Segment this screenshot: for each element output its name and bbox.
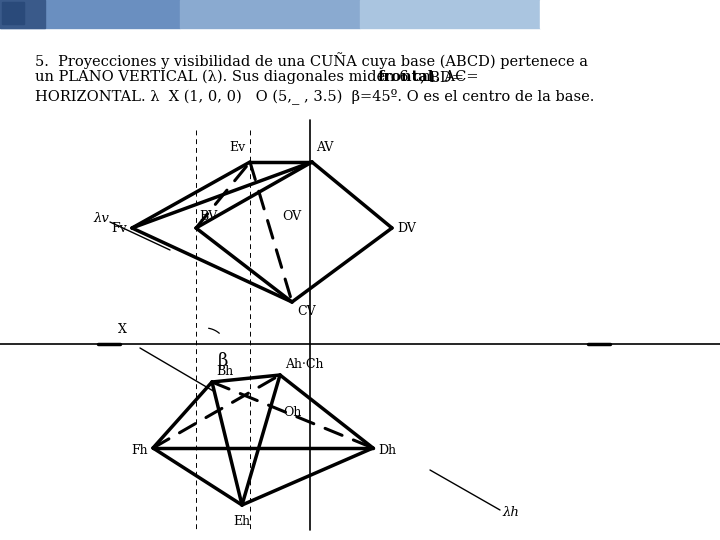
- Bar: [0, 0, 180, 28]
- Text: X: X: [118, 323, 127, 336]
- Text: DV: DV: [397, 221, 416, 234]
- Text: AV: AV: [316, 141, 333, 154]
- Text: β: β: [218, 352, 228, 370]
- Text: Ah·Ch: Ah·Ch: [285, 358, 323, 371]
- Text: 5.  Proyecciones y visibilidad de una CUÑA cuya base (ABCD) pertenece a: 5. Proyecciones y visibilidad de una CUÑ…: [35, 52, 588, 69]
- Text: BV: BV: [199, 210, 217, 223]
- Text: OV: OV: [282, 210, 301, 223]
- Text: Ev: Ev: [230, 141, 246, 154]
- Text: CV: CV: [297, 305, 315, 318]
- Bar: [360, 0, 540, 28]
- Bar: [540, 0, 720, 28]
- Bar: [0, 0, 45, 28]
- Text: Bh: Bh: [216, 365, 233, 378]
- Bar: [180, 0, 360, 28]
- Text: Fv: Fv: [112, 221, 127, 234]
- Text: HORIZONTAL. λ  X (1, 0, 0)   O (5,_ , 3.5)  β=45º. O es el centro de la base.: HORIZONTAL. λ X (1, 0, 0) O (5,_ , 3.5) …: [35, 88, 595, 104]
- Text: Eh: Eh: [233, 515, 251, 528]
- Text: , BD=: , BD=: [420, 70, 464, 84]
- Bar: [2, 2, 24, 24]
- Text: Oh: Oh: [283, 406, 302, 419]
- Text: λh: λh: [502, 505, 519, 518]
- Text: frontal: frontal: [378, 70, 434, 84]
- Text: λv: λv: [93, 212, 109, 225]
- Text: Fh: Fh: [131, 443, 148, 456]
- Text: un PLANO VERTICAL (λ). Sus diagonales miden 6 cm. AC=: un PLANO VERTICAL (λ). Sus diagonales mi…: [35, 70, 483, 84]
- Text: Dh: Dh: [378, 443, 396, 456]
